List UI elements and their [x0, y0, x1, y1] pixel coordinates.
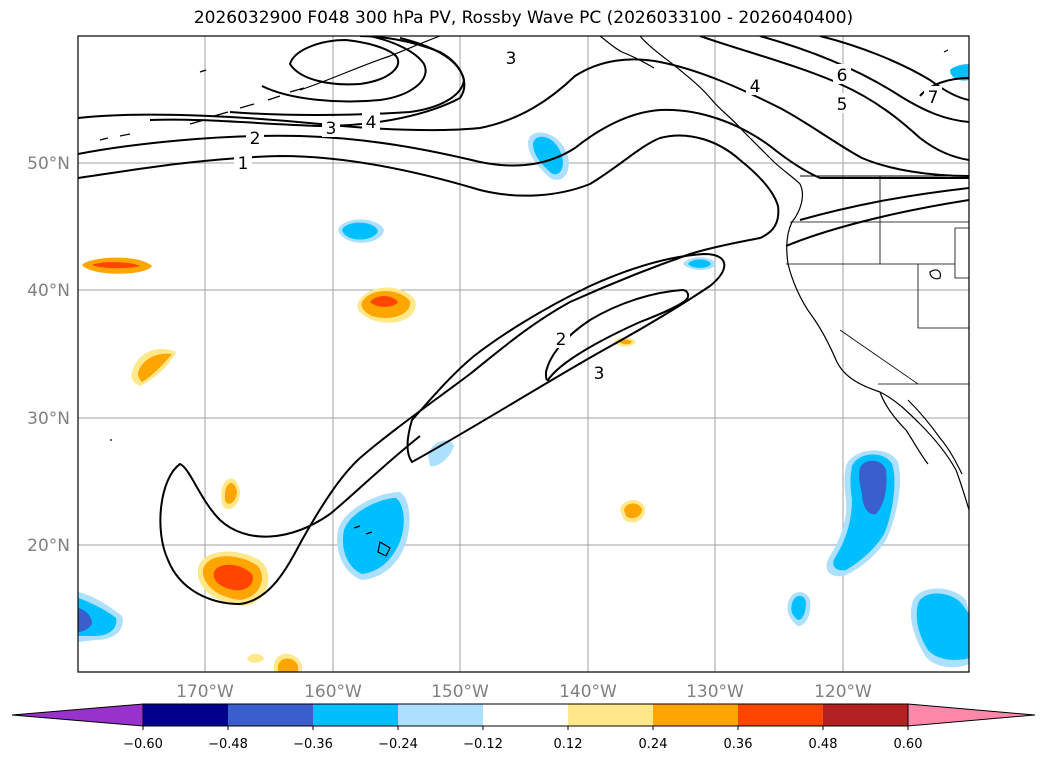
- pv-contour-east-a: [785, 199, 969, 247]
- colorbar-tick-label: 0.60: [894, 737, 923, 752]
- pv-contour-3b: [544, 288, 690, 382]
- map-frame: [77, 35, 970, 673]
- colorbar-outline: [142, 703, 909, 727]
- colorbar-extend-min: [11, 703, 144, 727]
- lon-label-160w: 160°W: [304, 682, 362, 702]
- colorbar-tick-label: 0.48: [809, 737, 838, 752]
- state-border: [786, 176, 969, 385]
- colorbar-tick-label: −0.12: [463, 737, 503, 752]
- contour-label: 3: [594, 364, 605, 384]
- hawaii-islands: [353, 525, 391, 557]
- colorbar-swatch: [483, 704, 568, 726]
- contour-label: 2: [250, 129, 261, 149]
- contour-label: 3: [326, 119, 337, 139]
- lat-label-20n: 20°N: [27, 536, 70, 556]
- pv-contour-6: [261, 36, 427, 103]
- north-america-coast: [639, 36, 969, 511]
- aleutian-islands: [99, 87, 305, 141]
- colorbar-tick-label: −0.48: [208, 737, 248, 752]
- colorbar-swatch: [823, 704, 908, 726]
- negative-anomaly: [916, 593, 969, 660]
- island: [110, 49, 949, 441]
- colorbar: −0.60 −0.48 −0.36 −0.24 −0.12 0.12 0.24 0.36 0.4…: [11, 703, 1036, 752]
- contour-labels: 1 2 3 4 5 6 7 2 3 3 4: [234, 47, 942, 384]
- colorbar-tick-label: 0.12: [554, 737, 583, 752]
- map-title: 2026032900 F048 300 hPa PV, Rossby Wave …: [193, 8, 854, 28]
- negative-anomaly: [791, 595, 806, 620]
- lon-label-120w: 120°W: [814, 682, 872, 702]
- pv-contour-upper-b: [759, 36, 969, 123]
- lon-label-170w: 170°W: [176, 682, 234, 702]
- pv-contour-upper-d: [919, 77, 969, 97]
- negative-anomaly: [428, 440, 454, 467]
- lon-label-140w: 140°W: [559, 682, 617, 702]
- gulf-of-california: [907, 399, 963, 475]
- negative-anomaly: [533, 136, 563, 175]
- positive-anomaly: [278, 658, 298, 672]
- lon-label-150w: 150°W: [431, 682, 489, 702]
- colorbar-tick-label: −0.60: [123, 737, 163, 752]
- colorbar-tick-label: −0.24: [378, 737, 418, 752]
- positive-anomaly: [213, 564, 253, 591]
- negative-anomaly: [688, 259, 711, 268]
- contour-label: 5: [837, 95, 848, 115]
- colorbar-extend-max: [907, 703, 1036, 727]
- map-content: 1 2 3 4 5 6 7 2 3 3 4: [78, 36, 969, 672]
- colorbar-swatch: [313, 704, 398, 726]
- pc-anomaly-shading: [78, 64, 969, 672]
- alaska-panhandle: [599, 36, 655, 69]
- contour-label: 1: [238, 154, 249, 174]
- lat-label-50n: 50°N: [27, 154, 70, 174]
- lat-label-40n: 40°N: [27, 281, 70, 301]
- colorbar-tick-label: −0.36: [293, 737, 333, 752]
- colorbar-swatch: [228, 704, 313, 726]
- positive-anomaly: [225, 483, 237, 504]
- negative-anomaly: [342, 222, 378, 240]
- contour-label: 4: [366, 113, 377, 133]
- positive-anomaly: [624, 503, 642, 519]
- graticule: [78, 36, 969, 672]
- contour-label: 6: [837, 66, 848, 86]
- contour-label: 7: [928, 88, 939, 108]
- longitude-labels: 170°W 160°W 150°W 140°W 130°W 120°W: [176, 682, 872, 702]
- latitude-labels: 20°N 30°N 40°N 50°N: [27, 154, 70, 556]
- pv-contour-4: [149, 36, 466, 128]
- colorbar-tick-label: 0.36: [724, 737, 753, 752]
- lon-label-130w: 130°W: [686, 682, 744, 702]
- negative-anomaly: [950, 64, 969, 81]
- positive-anomaly: [370, 296, 398, 307]
- pv-contour-upper-a: [699, 36, 969, 161]
- colorbar-swatch: [143, 704, 228, 726]
- pv-contour-east-b: [799, 187, 969, 221]
- pv-contour-2b: [406, 252, 726, 464]
- island: [929, 269, 941, 280]
- positive-anomaly: [247, 653, 264, 663]
- baja-california: [879, 391, 929, 465]
- pv-contour-7: [288, 38, 399, 86]
- contour-label: 4: [750, 77, 761, 97]
- colorbar-swatch: [653, 704, 738, 726]
- negative-anomaly: [78, 608, 92, 632]
- negative-anomaly: [859, 460, 887, 515]
- positive-anomaly: [620, 339, 632, 345]
- positive-anomaly: [138, 353, 172, 382]
- positive-anomaly: [92, 262, 140, 269]
- pv-contour-upper-c: [819, 36, 969, 101]
- pv-contours: [78, 36, 969, 606]
- contour-label: 2: [556, 330, 567, 350]
- pv-contour-5: [229, 37, 466, 116]
- pv-contour-1: [78, 134, 780, 606]
- lat-label-30n: 30°N: [27, 409, 70, 429]
- contour-label: 3: [506, 49, 517, 69]
- negative-anomaly: [342, 498, 404, 574]
- colorbar-tick-label: 0.24: [639, 737, 668, 752]
- colorbar-swatch: [398, 704, 483, 726]
- colorbar-swatch: [568, 704, 653, 726]
- colorbar-swatch: [738, 704, 823, 726]
- pv-contour-3: [78, 58, 969, 177]
